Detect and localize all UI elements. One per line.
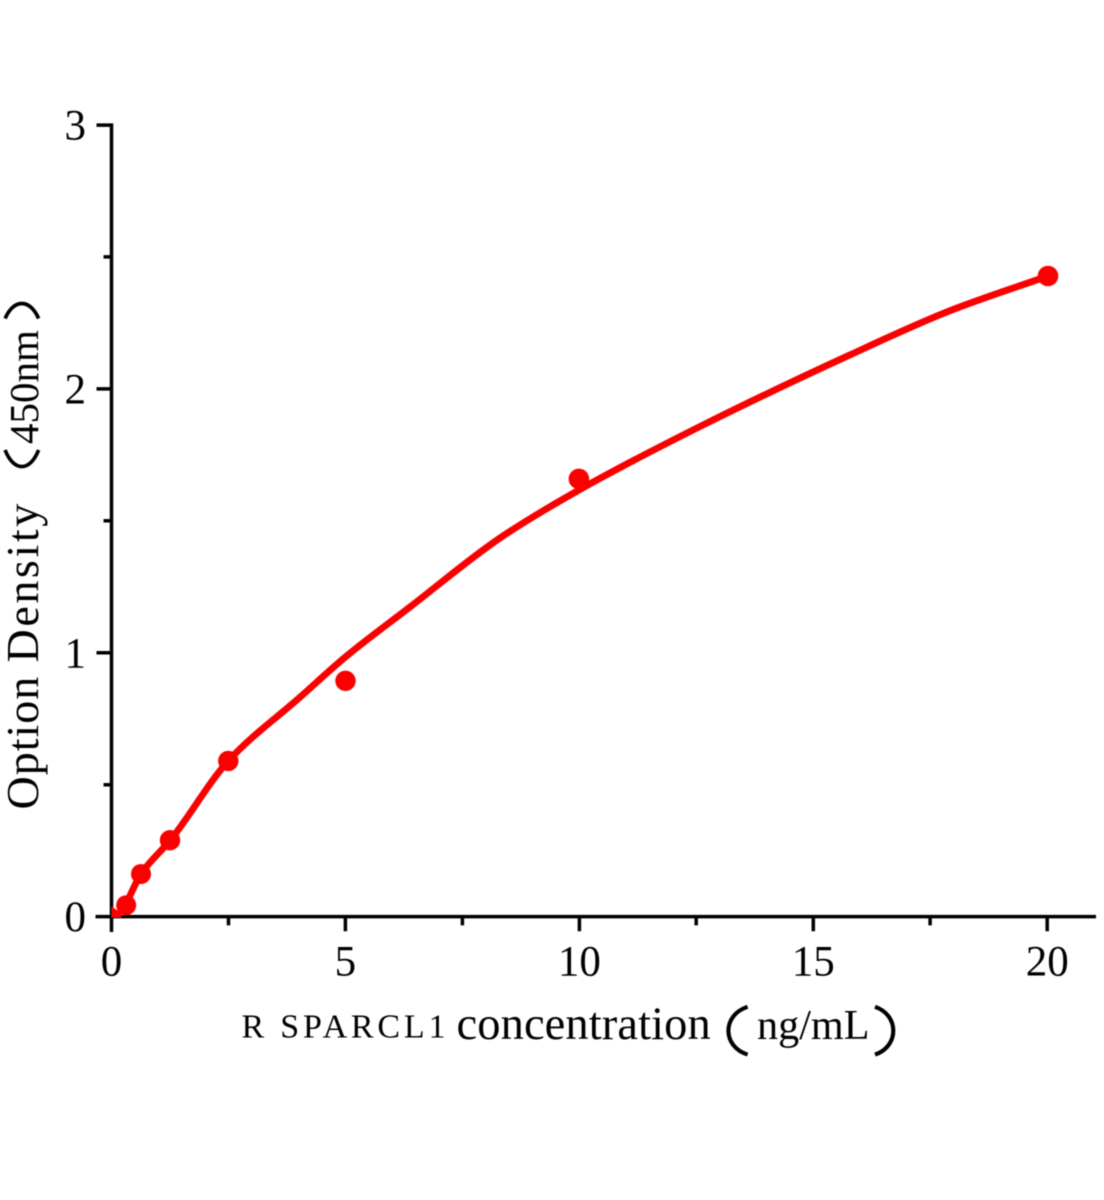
svg-text:1: 1 bbox=[65, 630, 87, 677]
svg-text:concentration: concentration bbox=[457, 999, 711, 1050]
svg-text:Density: Density bbox=[0, 501, 48, 662]
svg-text:Option: Option bbox=[0, 676, 48, 810]
svg-text:10: 10 bbox=[558, 939, 601, 986]
svg-text:2: 2 bbox=[65, 366, 87, 413]
svg-text:20: 20 bbox=[1026, 939, 1069, 986]
svg-text:0: 0 bbox=[65, 894, 87, 941]
svg-text:R SPARCL1: R SPARCL1 bbox=[242, 1009, 450, 1046]
svg-text:3: 3 bbox=[65, 103, 87, 150]
svg-text:15: 15 bbox=[792, 939, 835, 986]
svg-text:5: 5 bbox=[335, 939, 357, 986]
svg-text:0: 0 bbox=[101, 939, 123, 986]
svg-text:ng/mL: ng/mL bbox=[757, 1002, 870, 1049]
svg-text:450nm: 450nm bbox=[1, 330, 47, 444]
